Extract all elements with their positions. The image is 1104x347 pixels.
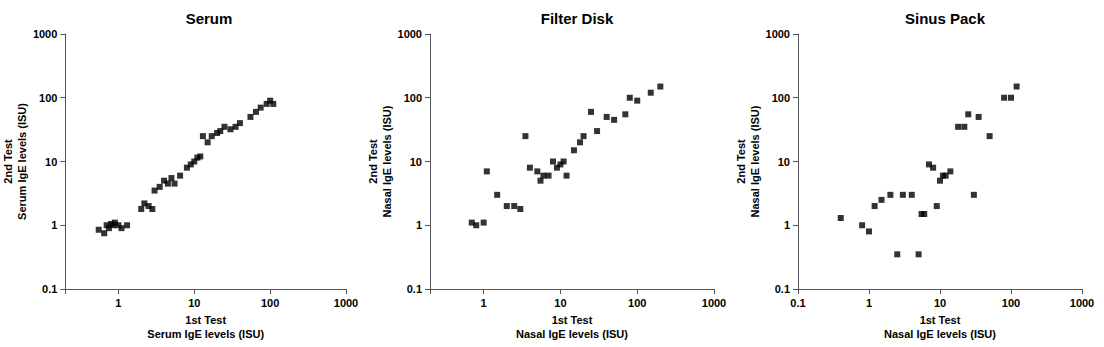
svg-text:1: 1 xyxy=(481,297,487,309)
svg-text:10: 10 xyxy=(554,297,566,309)
svg-text:10: 10 xyxy=(45,156,57,168)
svg-text:100: 100 xyxy=(1002,297,1020,309)
svg-text:0.1: 0.1 xyxy=(790,297,805,309)
svg-text:2nd Test: 2nd Test xyxy=(2,139,14,184)
svg-text:10: 10 xyxy=(934,297,946,309)
svg-text:100: 100 xyxy=(772,92,790,104)
svg-text:Nasal IgE levels (ISU): Nasal IgE levels (ISU) xyxy=(884,328,996,340)
svg-text:0.1: 0.1 xyxy=(42,283,57,295)
svg-text:1000: 1000 xyxy=(33,28,57,40)
svg-text:Nasal IgE levels (ISU): Nasal IgE levels (ISU) xyxy=(749,105,761,217)
svg-text:10: 10 xyxy=(778,156,790,168)
svg-text:1: 1 xyxy=(784,219,790,231)
svg-text:0.1: 0.1 xyxy=(407,283,422,295)
svg-text:1: 1 xyxy=(416,219,422,231)
svg-text:10: 10 xyxy=(410,156,422,168)
svg-text:Serum: Serum xyxy=(186,10,233,27)
svg-text:Serum IgE levels (ISU): Serum IgE levels (ISU) xyxy=(147,328,264,340)
svg-text:1000: 1000 xyxy=(1070,297,1094,309)
svg-text:1000: 1000 xyxy=(766,28,790,40)
svg-text:2nd Test: 2nd Test xyxy=(367,139,379,184)
svg-text:Nasal IgE levels (ISU): Nasal IgE levels (ISU) xyxy=(381,105,393,217)
svg-text:1000: 1000 xyxy=(398,28,422,40)
svg-text:2nd Test: 2nd Test xyxy=(735,139,747,184)
svg-text:Sinus Pack: Sinus Pack xyxy=(905,10,986,27)
svg-text:Serum IgE levels (ISU): Serum IgE levels (ISU) xyxy=(16,103,28,220)
svg-text:1: 1 xyxy=(115,297,121,309)
svg-text:1000: 1000 xyxy=(334,297,358,309)
svg-text:100: 100 xyxy=(628,297,646,309)
svg-text:1st Test: 1st Test xyxy=(552,314,593,326)
svg-text:1st Test: 1st Test xyxy=(920,314,961,326)
svg-text:100: 100 xyxy=(39,92,57,104)
svg-text:10: 10 xyxy=(188,297,200,309)
svg-text:Nasal IgE levels (ISU): Nasal IgE levels (ISU) xyxy=(516,328,628,340)
svg-text:1st Test: 1st Test xyxy=(185,314,226,326)
svg-text:1000: 1000 xyxy=(702,297,726,309)
svg-text:1: 1 xyxy=(866,297,872,309)
svg-text:100: 100 xyxy=(404,92,422,104)
svg-text:100: 100 xyxy=(261,297,279,309)
svg-text:0.1: 0.1 xyxy=(775,283,790,295)
svg-text:1: 1 xyxy=(51,219,57,231)
svg-text:Filter Disk: Filter Disk xyxy=(541,10,614,27)
